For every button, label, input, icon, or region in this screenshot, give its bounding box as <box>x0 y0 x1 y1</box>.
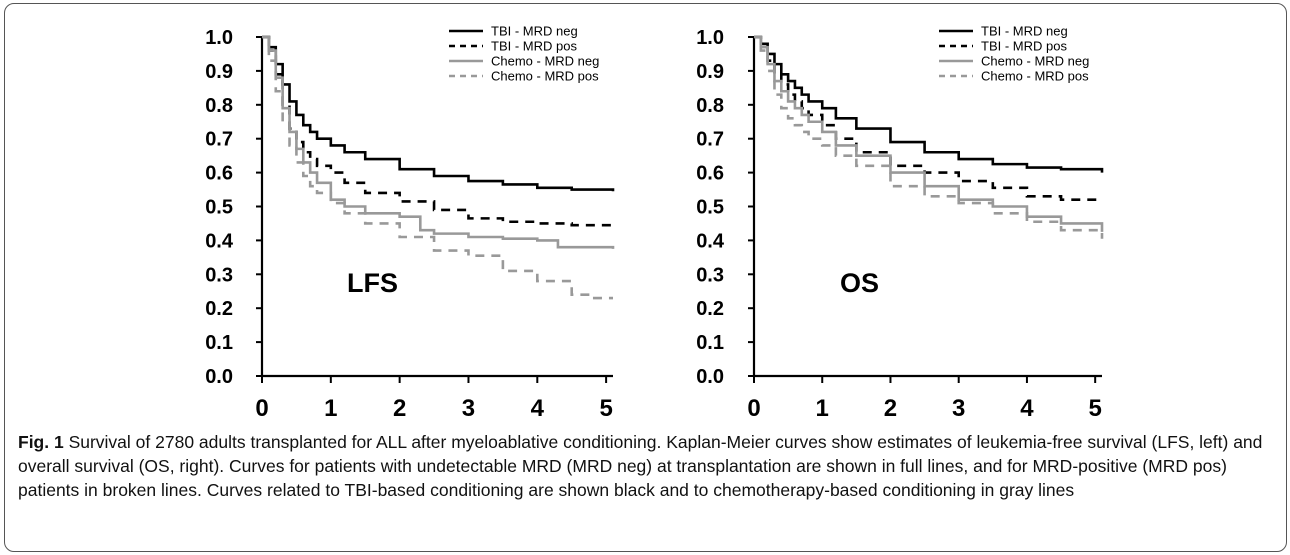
figure-caption: Fig. 1 Survival of 2780 adults transplan… <box>18 430 1268 502</box>
legend-entry: TBI - MRD pos <box>981 39 1067 54</box>
lfs-panel: 0.0 0.1 0.2 0.3 0.4 0.5 0.6 0.7 0.8 0.9 1.0 0 1 2 3 4 5 L… <box>205 24 615 422</box>
y-tick-label: 0.5 <box>696 197 724 219</box>
y-tick-label: 0.0 <box>696 366 724 388</box>
y-tick-label: 0.9 <box>696 61 724 83</box>
legend-entry: TBI - MRD pos <box>491 39 577 54</box>
os-panel: 0.0 0.1 0.2 0.3 0.4 0.5 0.6 0.7 0.8 0.9 1.0 0 1 2 3 4 5 O… <box>696 24 1104 422</box>
y-tick-label: 0.3 <box>696 264 724 286</box>
legend-entry: TBI - MRD neg <box>491 24 578 39</box>
x-tick-label: 5 <box>1088 395 1101 422</box>
series-line-4 <box>262 35 613 300</box>
panel-label: LFS <box>347 268 398 298</box>
legend-entry: Chemo - MRD pos <box>981 69 1089 84</box>
y-tick-label: 0.3 <box>205 264 233 286</box>
y-tick-label: 0.2 <box>205 298 233 320</box>
x-tick-label: 2 <box>393 395 406 422</box>
x-tick-label: 3 <box>952 395 965 422</box>
panel-label: OS <box>840 268 879 298</box>
y-tick-label: 0.6 <box>205 163 233 185</box>
y-tick-label: 0.0 <box>205 366 233 388</box>
x-tick-label: 0 <box>255 395 268 422</box>
x-tick-label: 1 <box>324 395 337 422</box>
x-tick-label: 4 <box>1020 395 1034 422</box>
figure-frame <box>4 3 1287 552</box>
caption-text: Survival of 2780 adults transplanted for… <box>18 432 1263 500</box>
y-tick-label: 0.8 <box>696 95 724 117</box>
series-line-4 <box>754 35 1104 239</box>
y-tick-label: 0.5 <box>205 197 233 219</box>
legend-entry: Chemo - MRD neg <box>491 54 599 69</box>
y-tick-label: 0.1 <box>696 332 724 354</box>
y-tick-label: 0.2 <box>696 298 724 320</box>
x-tick-label: 5 <box>599 395 612 422</box>
y-tick-label: 0.4 <box>205 230 234 252</box>
series-line-3 <box>262 35 615 249</box>
legend-entry: TBI - MRD neg <box>981 24 1068 39</box>
y-tick-label: 0.7 <box>696 129 724 151</box>
x-tick-label: 0 <box>747 395 760 422</box>
y-tick-label: 1.0 <box>205 27 233 49</box>
y-tick-label: 0.4 <box>696 230 725 252</box>
legend-entry: Chemo - MRD pos <box>491 69 599 84</box>
x-tick-label: 1 <box>816 395 829 422</box>
y-tick-label: 1.0 <box>696 27 724 49</box>
x-tick-label: 2 <box>884 395 897 422</box>
y-tick-label: 0.6 <box>696 163 724 185</box>
y-tick-label: 0.1 <box>205 332 233 354</box>
y-tick-label: 0.9 <box>205 61 233 83</box>
caption-label: Fig. 1 <box>18 432 64 452</box>
legend-entry: Chemo - MRD neg <box>981 54 1089 69</box>
y-tick-label: 0.8 <box>205 95 233 117</box>
y-tick-label: 0.7 <box>205 129 233 151</box>
x-tick-label: 4 <box>531 395 545 422</box>
x-tick-label: 3 <box>462 395 475 422</box>
figure-plots: 0.0 0.1 0.2 0.3 0.4 0.5 0.6 0.7 0.8 0.9 1.0 0 1 2 3 4 5 L… <box>205 24 1104 422</box>
